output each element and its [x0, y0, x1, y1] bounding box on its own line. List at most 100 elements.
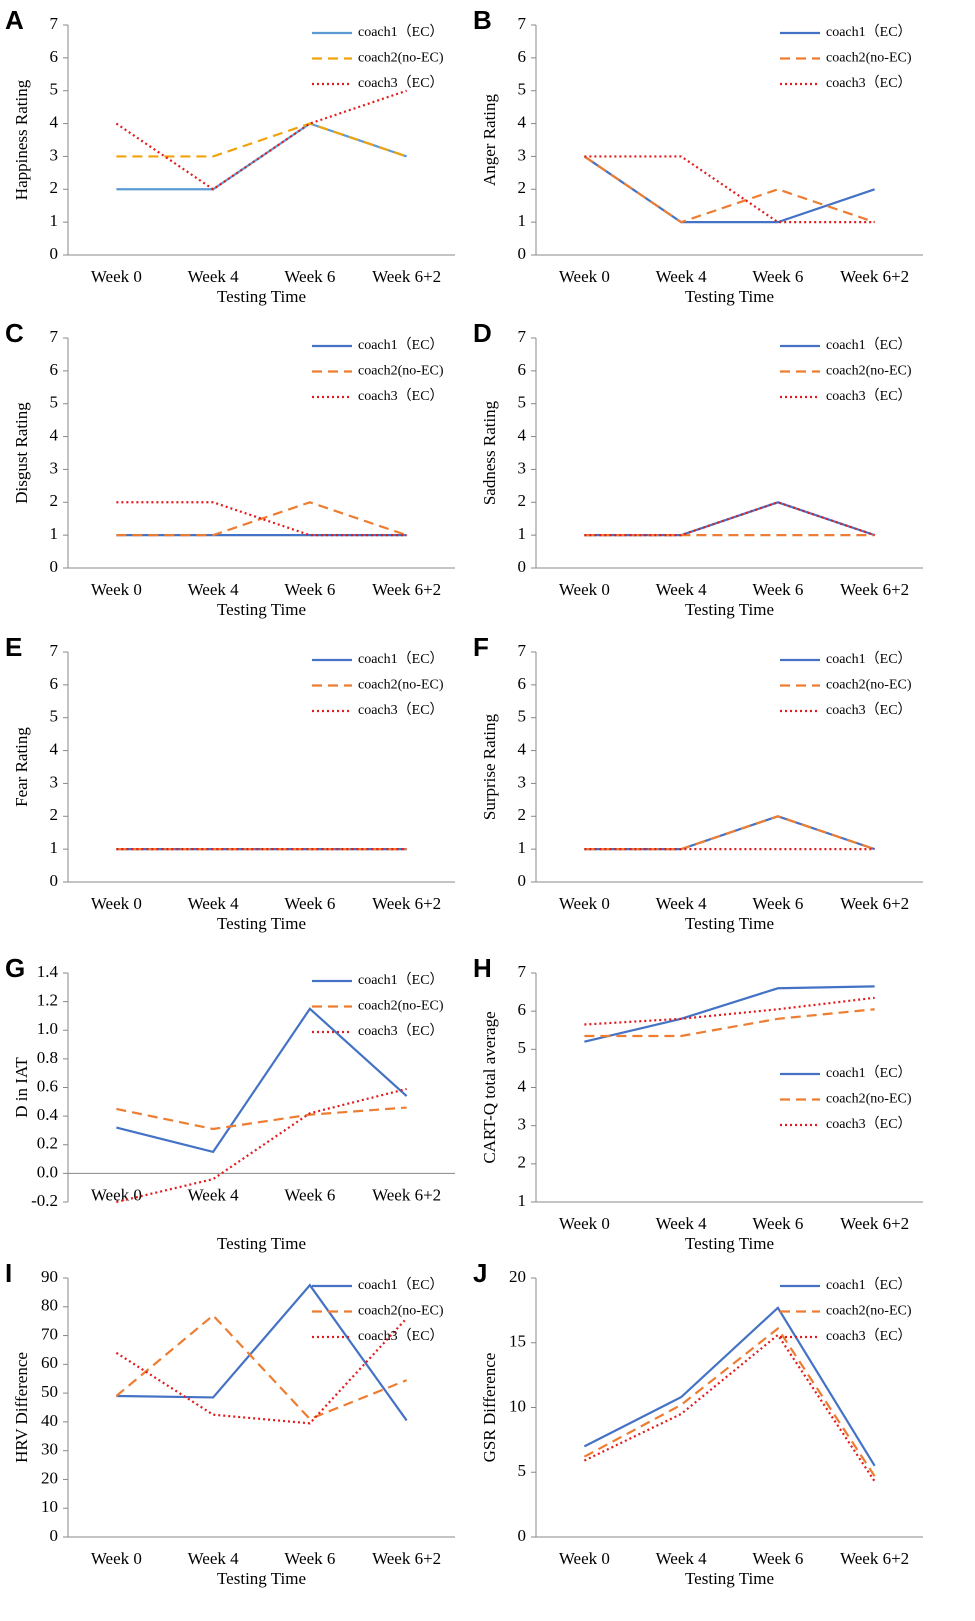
legend-label: coach3（EC）	[826, 388, 912, 404]
legend-label: coach1（EC）	[826, 651, 912, 667]
legend-label: coach2(no-EC)	[826, 1304, 912, 1319]
y-tick-label: 6	[518, 674, 527, 693]
y-tick-label: 6	[50, 674, 59, 693]
legend-label: coach3（EC）	[358, 75, 444, 91]
y-tick-label: 3	[50, 772, 59, 791]
legend-label: coach2(no-EC)	[826, 51, 912, 66]
y-tick-label: 1	[518, 524, 527, 543]
data-line	[116, 1283, 408, 1422]
y-tick-label: 1	[50, 838, 59, 857]
x-tick-label: Week 6+2	[372, 1185, 441, 1204]
x-tick-label: Week 0	[91, 1549, 142, 1568]
x-tick-label: Week 4	[188, 894, 240, 913]
legend-label: coach2(no-EC)	[358, 1304, 444, 1319]
y-tick-label: 4	[50, 112, 59, 131]
panel: D 0 1 2 3 4 5 6 7 Week 0 Week 4 Week 6 Week 6+2 Testi…	[473, 318, 923, 619]
y-tick-label: 2	[518, 178, 527, 197]
x-tick-label: Week 6+2	[372, 1549, 441, 1568]
x-tick-label: Week 4	[656, 894, 708, 913]
y-tick-label: 1	[518, 838, 527, 857]
x-axis-title: Testing Time	[685, 1234, 774, 1253]
y-tick-label: 10	[509, 1396, 526, 1415]
panel-label: J	[473, 1258, 487, 1288]
y-tick-label: 5	[518, 1038, 527, 1057]
data-line	[584, 1008, 875, 1038]
x-tick-label: Week 6	[284, 580, 335, 599]
legend-label: coach3（EC）	[358, 388, 444, 404]
y-tick-label: 0	[50, 557, 59, 576]
y-tick-label: 15	[509, 1332, 526, 1351]
legend-label: coach3（EC）	[358, 1328, 444, 1344]
y-tick-label: 5	[518, 1461, 527, 1480]
y-tick-label: 5	[518, 80, 527, 99]
x-tick-label: Week 0	[91, 580, 142, 599]
x-axis-title: Testing Time	[685, 1569, 774, 1588]
x-tick-label: Week 0	[559, 1549, 610, 1568]
y-tick-label: 5	[50, 707, 59, 726]
x-tick-label: Week 0	[559, 267, 610, 286]
y-tick-label: 80	[41, 1296, 58, 1315]
data-line	[116, 122, 407, 158]
y-tick-label: 0.2	[37, 1134, 58, 1153]
data-line	[116, 1087, 407, 1204]
y-tick-label: 0.8	[37, 1048, 58, 1067]
x-axis-title: Testing Time	[217, 914, 306, 933]
legend-label: coach1（EC）	[358, 337, 444, 353]
y-tick-label: 4	[50, 425, 59, 444]
panel-label: E	[5, 632, 22, 662]
y-tick-label: 0.4	[37, 1105, 59, 1124]
data-line	[115, 1313, 408, 1421]
y-tick-label: 2	[518, 491, 527, 510]
panel: I 0 10 20 30 40 50 60 70 80 90 Week 0 Week 4 Week 6 We…	[5, 1258, 455, 1588]
y-tick-label: 3	[518, 458, 527, 477]
x-tick-label: Week 4	[656, 1549, 708, 1568]
y-axis-title: CART-Q total average	[480, 1011, 499, 1163]
y-tick-label: 1	[518, 211, 527, 230]
y-tick-label: 7	[50, 327, 59, 346]
x-axis-title: Testing Time	[685, 600, 774, 619]
data-line	[584, 996, 875, 1026]
y-tick-label: 7	[50, 14, 59, 33]
y-tick-label: 1.0	[37, 1019, 58, 1038]
y-tick-label: 0	[518, 557, 527, 576]
y-tick-label: 7	[518, 641, 527, 660]
panel: H 1 2 3 4 5 6 7 Week 0 Week 4 Week 6 Week 6+2 Testin…	[473, 953, 923, 1253]
panel-label: I	[5, 1258, 12, 1288]
y-axis-title: HRV Difference	[12, 1352, 31, 1463]
data-line	[584, 815, 875, 851]
x-tick-label: Week 6	[284, 267, 335, 286]
legend-label: coach3（EC）	[358, 702, 444, 718]
x-tick-label: Week 6	[752, 894, 803, 913]
data-line	[584, 155, 875, 224]
x-tick-label: Week 6	[752, 1214, 803, 1233]
y-tick-label: 1	[50, 524, 59, 543]
y-tick-label: 6	[518, 47, 527, 66]
legend-label: coach2(no-EC)	[358, 678, 444, 693]
y-tick-label: 4	[518, 425, 527, 444]
y-tick-label: 10	[41, 1497, 58, 1516]
x-axis-title: Testing Time	[217, 1569, 306, 1588]
legend-label: coach1（EC）	[826, 24, 912, 40]
panel-label: B	[473, 5, 492, 35]
x-tick-label: Week 4	[656, 580, 708, 599]
data-line	[116, 1106, 407, 1131]
y-axis-title: Happiness Rating	[12, 79, 31, 200]
x-tick-label: Week 6+2	[840, 1214, 909, 1233]
y-tick-label: 6	[518, 1000, 527, 1019]
x-tick-label: Week 4	[188, 1185, 240, 1204]
y-tick-label: 6	[50, 360, 59, 379]
x-tick-label: Week 6+2	[840, 1549, 909, 1568]
legend-label: coach3（EC）	[826, 75, 912, 91]
x-tick-label: Week 4	[188, 267, 240, 286]
y-tick-label: 1	[518, 1191, 527, 1210]
y-tick-label: 0.0	[37, 1162, 58, 1181]
y-axis-title: Disgust Rating	[12, 402, 31, 504]
x-axis-title: Testing Time	[217, 600, 306, 619]
x-tick-label: Week 0	[559, 580, 610, 599]
panel: G -0.2 0.0 0.2 0.4 0.6 0.8 1.0 1.2 1.4 Week 0 Week …	[5, 953, 455, 1253]
y-tick-label: 4	[518, 1076, 527, 1095]
x-tick-label: Week 6+2	[840, 894, 909, 913]
y-axis-title: Fear Rating	[12, 727, 31, 807]
x-tick-label: Week 0	[559, 1214, 610, 1233]
